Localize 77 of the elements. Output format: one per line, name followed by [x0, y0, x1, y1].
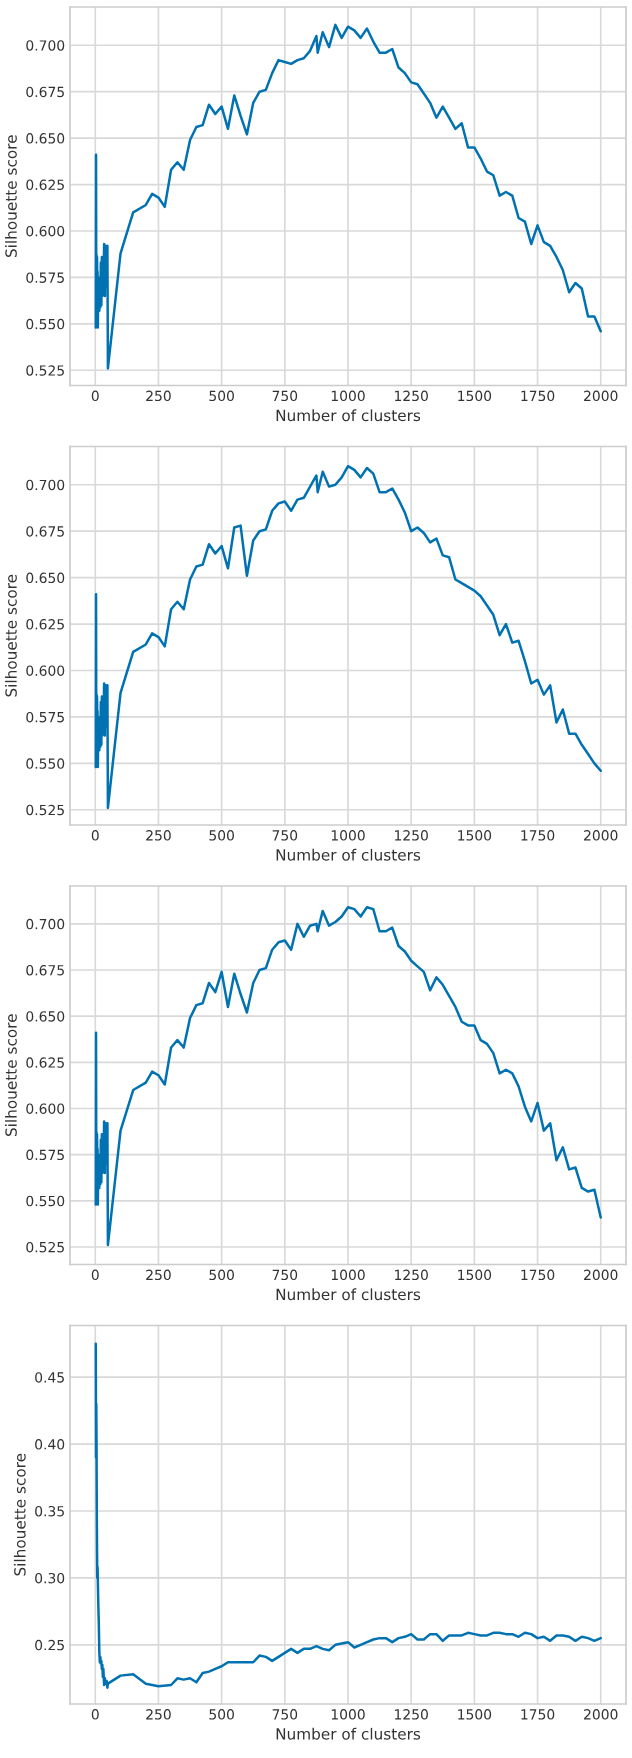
y-tick-label: 0.575: [26, 1149, 64, 1161]
x-tick-label: 1000: [331, 1709, 365, 1720]
x-axis-title: Number of clusters: [276, 848, 421, 861]
x-tick-label: 1500: [458, 1269, 492, 1281]
y-tick-label: 0.25: [35, 1639, 64, 1651]
y-tick-label: 0.525: [26, 365, 64, 376]
line-series: [94, 1342, 602, 1689]
y-tick-label: 0.575: [26, 711, 64, 723]
x-tick-label: 2000: [584, 390, 618, 402]
x-tick-label: 750: [272, 1269, 298, 1281]
x-tick-label: 2000: [584, 1709, 618, 1720]
x-tick-label: 0: [91, 830, 99, 841]
y-tick-label: 0.40: [35, 1439, 65, 1450]
line-series: [94, 905, 602, 1247]
x-tick-label: 0: [91, 1269, 99, 1281]
y-tick-label: 0.700: [26, 40, 65, 51]
y-tick-label: 0.650: [26, 1011, 65, 1022]
y-tick-label: 0.675: [26, 86, 64, 98]
x-tick-label: 1500: [458, 1709, 492, 1720]
y-tick-label: 0.700: [26, 479, 65, 491]
y-tick-label: 0.675: [26, 526, 64, 537]
y-tick-label: 0.550: [26, 758, 65, 769]
x-tick-label: 250: [146, 1269, 171, 1281]
x-tick-label: 1500: [458, 390, 492, 402]
y-tick-label: 0.30: [35, 1572, 65, 1584]
x-axis-title: Number of clusters: [276, 1727, 421, 1740]
x-tick-label: 2000: [584, 830, 618, 841]
y-axis-title: Silhouette score: [5, 135, 17, 258]
x-tick-label: 1750: [521, 1709, 555, 1720]
y-tick-label: 0.625: [26, 179, 64, 191]
y-tick-label: 0.675: [26, 964, 64, 976]
x-tick-label: 1750: [521, 830, 555, 841]
line-series: [94, 464, 602, 810]
x-tick-label: 1000: [331, 390, 365, 402]
y-tick-label: 0.625: [26, 1057, 64, 1068]
y-axis-title: Silhouette score: [5, 574, 17, 697]
x-tick-label: 1750: [521, 390, 555, 402]
y-tick-label: 0.600: [26, 665, 65, 676]
line-series: [94, 23, 602, 370]
x-tick-label: 250: [146, 390, 171, 402]
y-tick-label: 0.650: [26, 572, 65, 584]
x-tick-label: 500: [209, 1269, 234, 1281]
y-axis-title: Silhouette score: [5, 1014, 17, 1137]
x-tick-label: 500: [209, 830, 234, 841]
x-tick-label: 1250: [395, 1269, 428, 1281]
x-tick-label: 500: [209, 1709, 234, 1720]
x-tick-label: 1000: [331, 1269, 365, 1281]
y-tick-label: 0.525: [26, 804, 64, 816]
x-axis-title: Number of clusters: [276, 409, 421, 422]
x-tick-label: 0: [91, 1709, 99, 1720]
x-tick-label: 2000: [584, 1269, 618, 1281]
y-tick-label: 0.35: [35, 1505, 64, 1517]
x-tick-label: 750: [272, 390, 298, 402]
y-tick-label: 0.600: [26, 1103, 65, 1114]
x-tick-label: 1000: [331, 830, 365, 841]
y-tick-label: 0.650: [26, 133, 65, 144]
y-tick-label: 0.525: [26, 1241, 64, 1253]
x-tick-label: 250: [146, 1709, 171, 1720]
x-tick-label: 1250: [395, 390, 428, 402]
x-tick-label: 250: [146, 830, 171, 841]
x-tick-label: 0: [91, 390, 99, 402]
x-tick-label: 1250: [395, 1709, 428, 1720]
x-tick-label: 500: [209, 390, 234, 402]
x-axis-title: Number of clusters: [276, 1288, 421, 1301]
x-tick-label: 1500: [458, 830, 492, 841]
x-tick-label: 750: [272, 1709, 298, 1720]
y-tick-label: 0.45: [35, 1372, 64, 1383]
y-tick-label: 0.575: [26, 272, 64, 283]
x-tick-label: 750: [272, 830, 298, 841]
y-tick-label: 0.700: [26, 918, 65, 930]
x-tick-label: 1750: [521, 1269, 555, 1281]
y-tick-label: 0.550: [26, 1195, 65, 1207]
y-tick-label: 0.550: [26, 318, 65, 330]
x-tick-label: 1250: [395, 830, 428, 841]
y-tick-label: 0.600: [26, 225, 65, 237]
y-tick-label: 0.625: [26, 619, 64, 630]
y-axis-title: Silhouette score: [13, 1453, 26, 1576]
